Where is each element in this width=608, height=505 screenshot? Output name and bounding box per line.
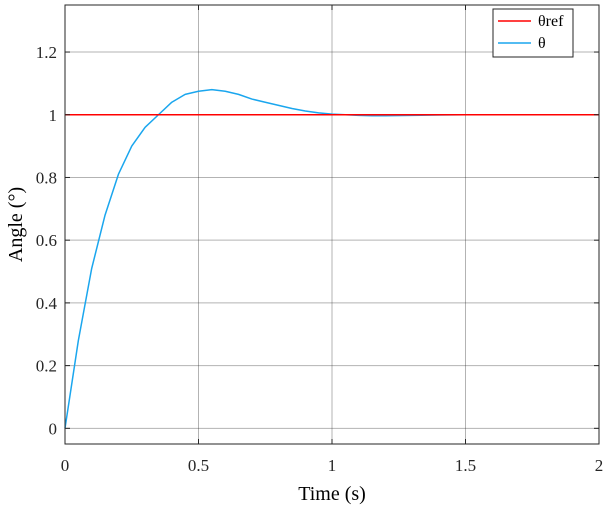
y-tick-label: 0.2 [36,357,57,376]
y-tick-label: 1.2 [36,43,57,62]
legend: θref θ [492,8,574,58]
tick-marks [64,5,600,444]
x-tick-label: 2 [595,456,604,475]
legend-label: θ [538,35,546,52]
grid-lines [65,5,599,444]
y-tick-label: 0.8 [36,168,57,187]
legend-label: θref [538,13,564,30]
x-tick-label: 0.5 [188,456,209,475]
y-tick-label: 0 [49,419,58,438]
tick-labels: 0 0.5 1 1.5 2 0 0.2 0.4 0.6 0.8 1 1.2 [36,43,604,475]
y-tick-label: 0.4 [36,294,58,313]
legend-box [492,8,574,58]
plot-lines [64,88,599,429]
y-tick-label: 1 [49,106,58,125]
x-axis-title: Time (s) [298,483,366,505]
x-tick-label: 0 [61,456,70,475]
y-axis-title: Angle (°) [5,187,27,262]
x-tick-label: 1 [328,456,337,475]
x-tick-label: 1.5 [455,456,476,475]
y-tick-label: 0.6 [36,231,57,250]
